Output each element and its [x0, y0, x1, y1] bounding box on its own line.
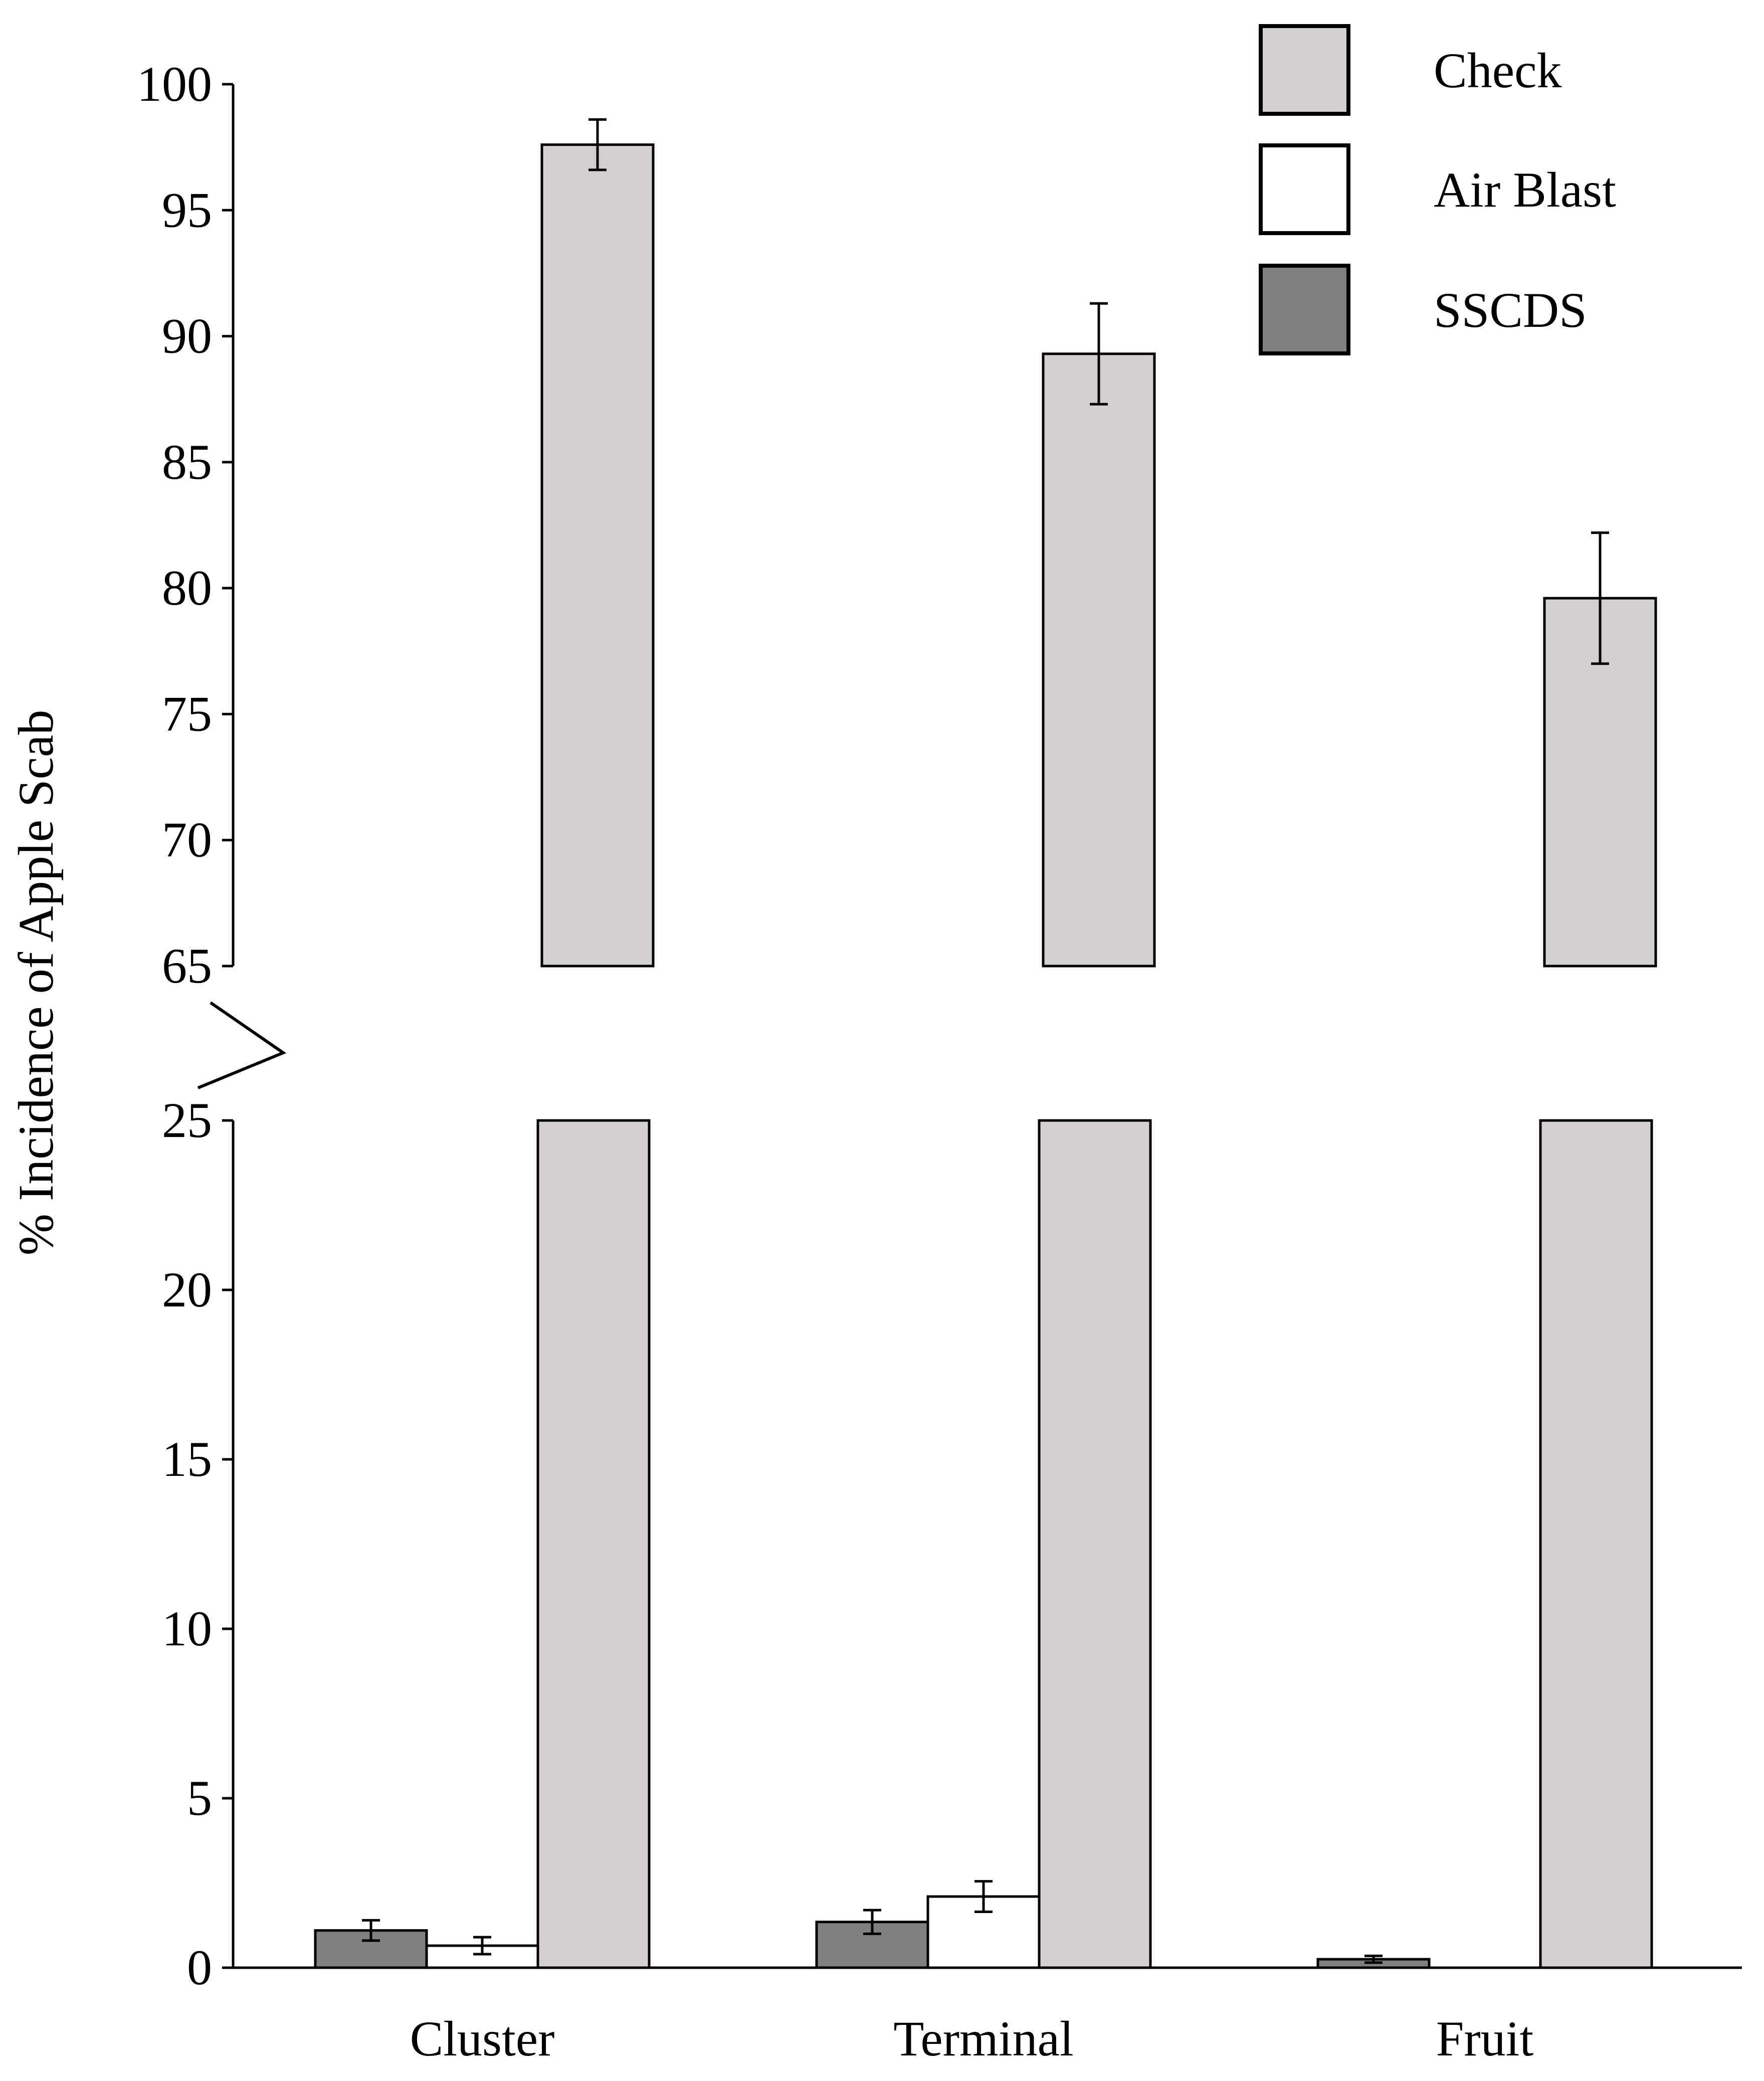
y-axis-label: % Incidence of Apple Scab	[8, 710, 64, 1255]
x-label-cluster: Cluster	[410, 2011, 555, 2066]
y-tick-70-label: 70	[162, 812, 212, 868]
y-tick-80-label: 80	[162, 560, 212, 616]
y-tick-5-label: 5	[187, 1770, 212, 1826]
y-tick-15-label: 15	[162, 1431, 212, 1487]
bar-check-cluster-lower	[536, 1119, 651, 1969]
legend-label-air-blast: Air Blast	[1434, 162, 1616, 218]
y-tick-75-label: 75	[162, 686, 212, 741]
y-tick-0-label: 0	[187, 1940, 212, 1995]
x-category-labels: Cluster Terminal Fruit	[410, 2011, 1534, 2066]
y-tick-25-label: 25	[162, 1092, 212, 1148]
y-tick-20-label: 20	[162, 1262, 212, 1317]
bar-check-terminal-upper	[1042, 352, 1156, 968]
legend-label-check: Check	[1434, 43, 1561, 98]
legend-swatch-check	[1259, 24, 1350, 116]
y-tick-85-label: 85	[162, 434, 212, 490]
legend-label-sscds: SSCDS	[1434, 282, 1587, 338]
axes	[197, 84, 1742, 1969]
x-label-terminal: Terminal	[893, 2011, 1074, 2066]
bars	[314, 118, 1657, 1969]
axis-break-mark	[197, 1001, 287, 1089]
x-label-fruit: Fruit	[1436, 2011, 1534, 2066]
bar-check-fruit-lower	[1539, 1119, 1653, 1969]
y-tick-65-label: 65	[162, 938, 212, 994]
y-tick-100-label: 100	[137, 56, 212, 112]
y-tick-10-label: 10	[162, 1601, 212, 1656]
bar-check-cluster-upper	[540, 143, 655, 968]
y-ticks: 65 70 75 80 85 90 95 100 0 5 10 15 20 25	[137, 56, 233, 1995]
legend-swatch-air-blast	[1259, 143, 1350, 235]
bar-check-terminal-lower	[1038, 1119, 1152, 1969]
y-tick-95-label: 95	[162, 182, 212, 238]
legend: Check Air Blast SSCDS	[1259, 24, 1616, 355]
y-tick-90-label: 90	[162, 308, 212, 364]
legend-swatch-sscds	[1259, 264, 1350, 355]
